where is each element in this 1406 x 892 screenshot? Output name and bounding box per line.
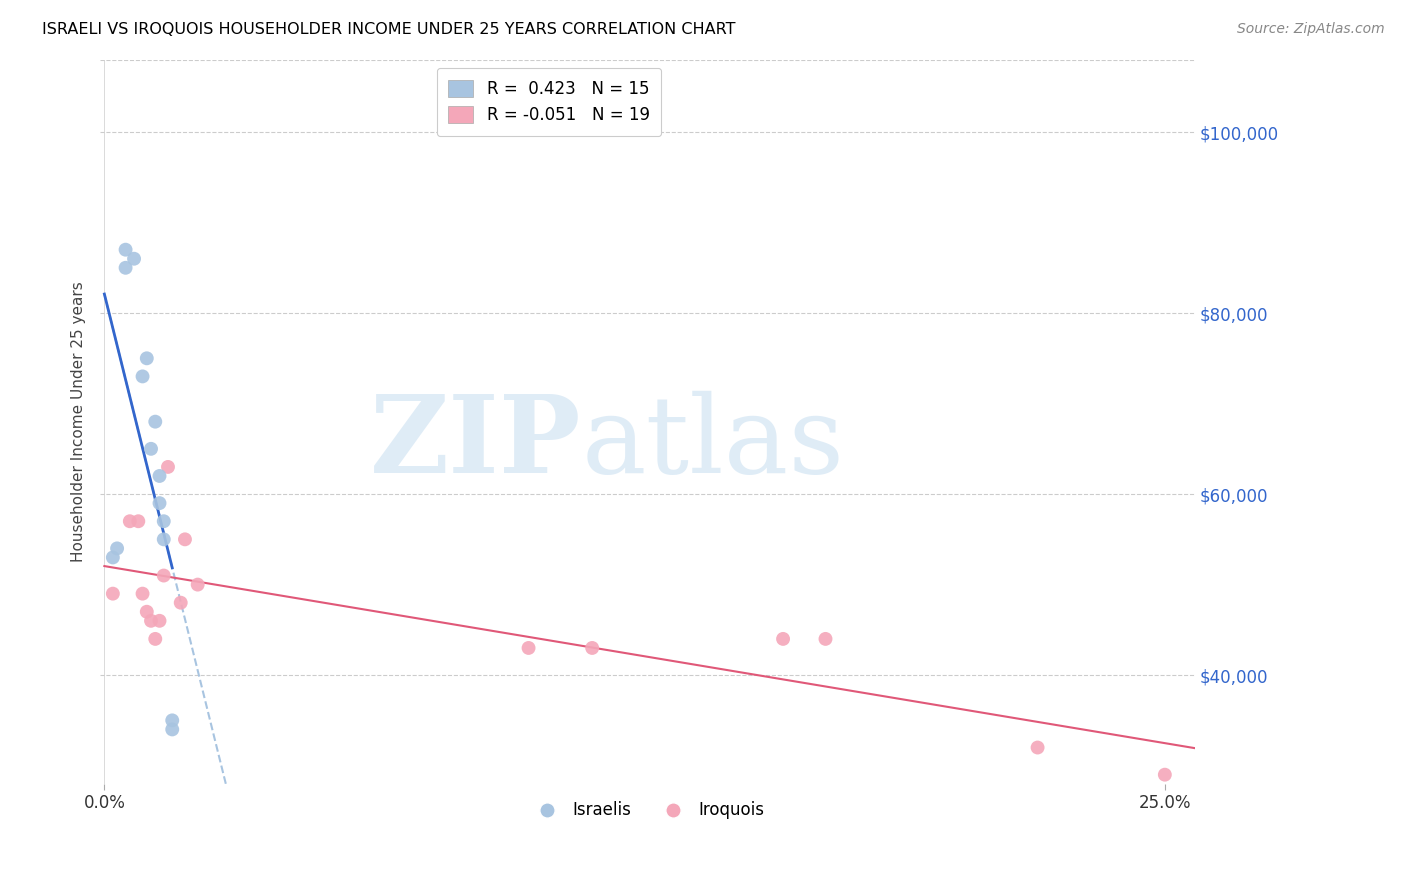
Point bbox=[114, 243, 136, 257]
Point bbox=[143, 632, 166, 646]
Point bbox=[114, 260, 136, 275]
Point bbox=[156, 459, 179, 474]
Y-axis label: Householder Income Under 25 years: Householder Income Under 25 years bbox=[72, 281, 86, 562]
Point bbox=[127, 514, 149, 528]
Text: ZIP: ZIP bbox=[370, 391, 582, 496]
Text: Source: ZipAtlas.com: Source: ZipAtlas.com bbox=[1237, 22, 1385, 37]
Point bbox=[162, 714, 184, 728]
Point bbox=[131, 369, 153, 384]
Point bbox=[135, 351, 157, 366]
Point bbox=[148, 614, 170, 628]
Point bbox=[152, 514, 174, 528]
Point bbox=[581, 640, 603, 655]
Point bbox=[101, 587, 124, 601]
Text: ISRAELI VS IROQUOIS HOUSEHOLDER INCOME UNDER 25 YEARS CORRELATION CHART: ISRAELI VS IROQUOIS HOUSEHOLDER INCOME U… bbox=[42, 22, 735, 37]
Point bbox=[814, 632, 837, 646]
Point bbox=[1026, 740, 1049, 755]
Point bbox=[139, 614, 162, 628]
Point bbox=[139, 442, 162, 456]
Point bbox=[772, 632, 794, 646]
Point bbox=[152, 533, 174, 547]
Point bbox=[174, 533, 197, 547]
Point bbox=[101, 550, 124, 565]
Point bbox=[152, 568, 174, 582]
Text: atlas: atlas bbox=[582, 391, 845, 496]
Point bbox=[148, 469, 170, 483]
Point bbox=[135, 605, 157, 619]
Legend: Israelis, Iroquois: Israelis, Iroquois bbox=[524, 795, 770, 826]
Point bbox=[170, 596, 193, 610]
Point bbox=[118, 514, 141, 528]
Point bbox=[162, 723, 184, 737]
Point bbox=[105, 541, 128, 556]
Point bbox=[131, 587, 153, 601]
Point bbox=[143, 415, 166, 429]
Point bbox=[1153, 767, 1175, 781]
Point bbox=[517, 640, 540, 655]
Point bbox=[148, 496, 170, 510]
Point bbox=[122, 252, 145, 266]
Point bbox=[187, 577, 209, 591]
